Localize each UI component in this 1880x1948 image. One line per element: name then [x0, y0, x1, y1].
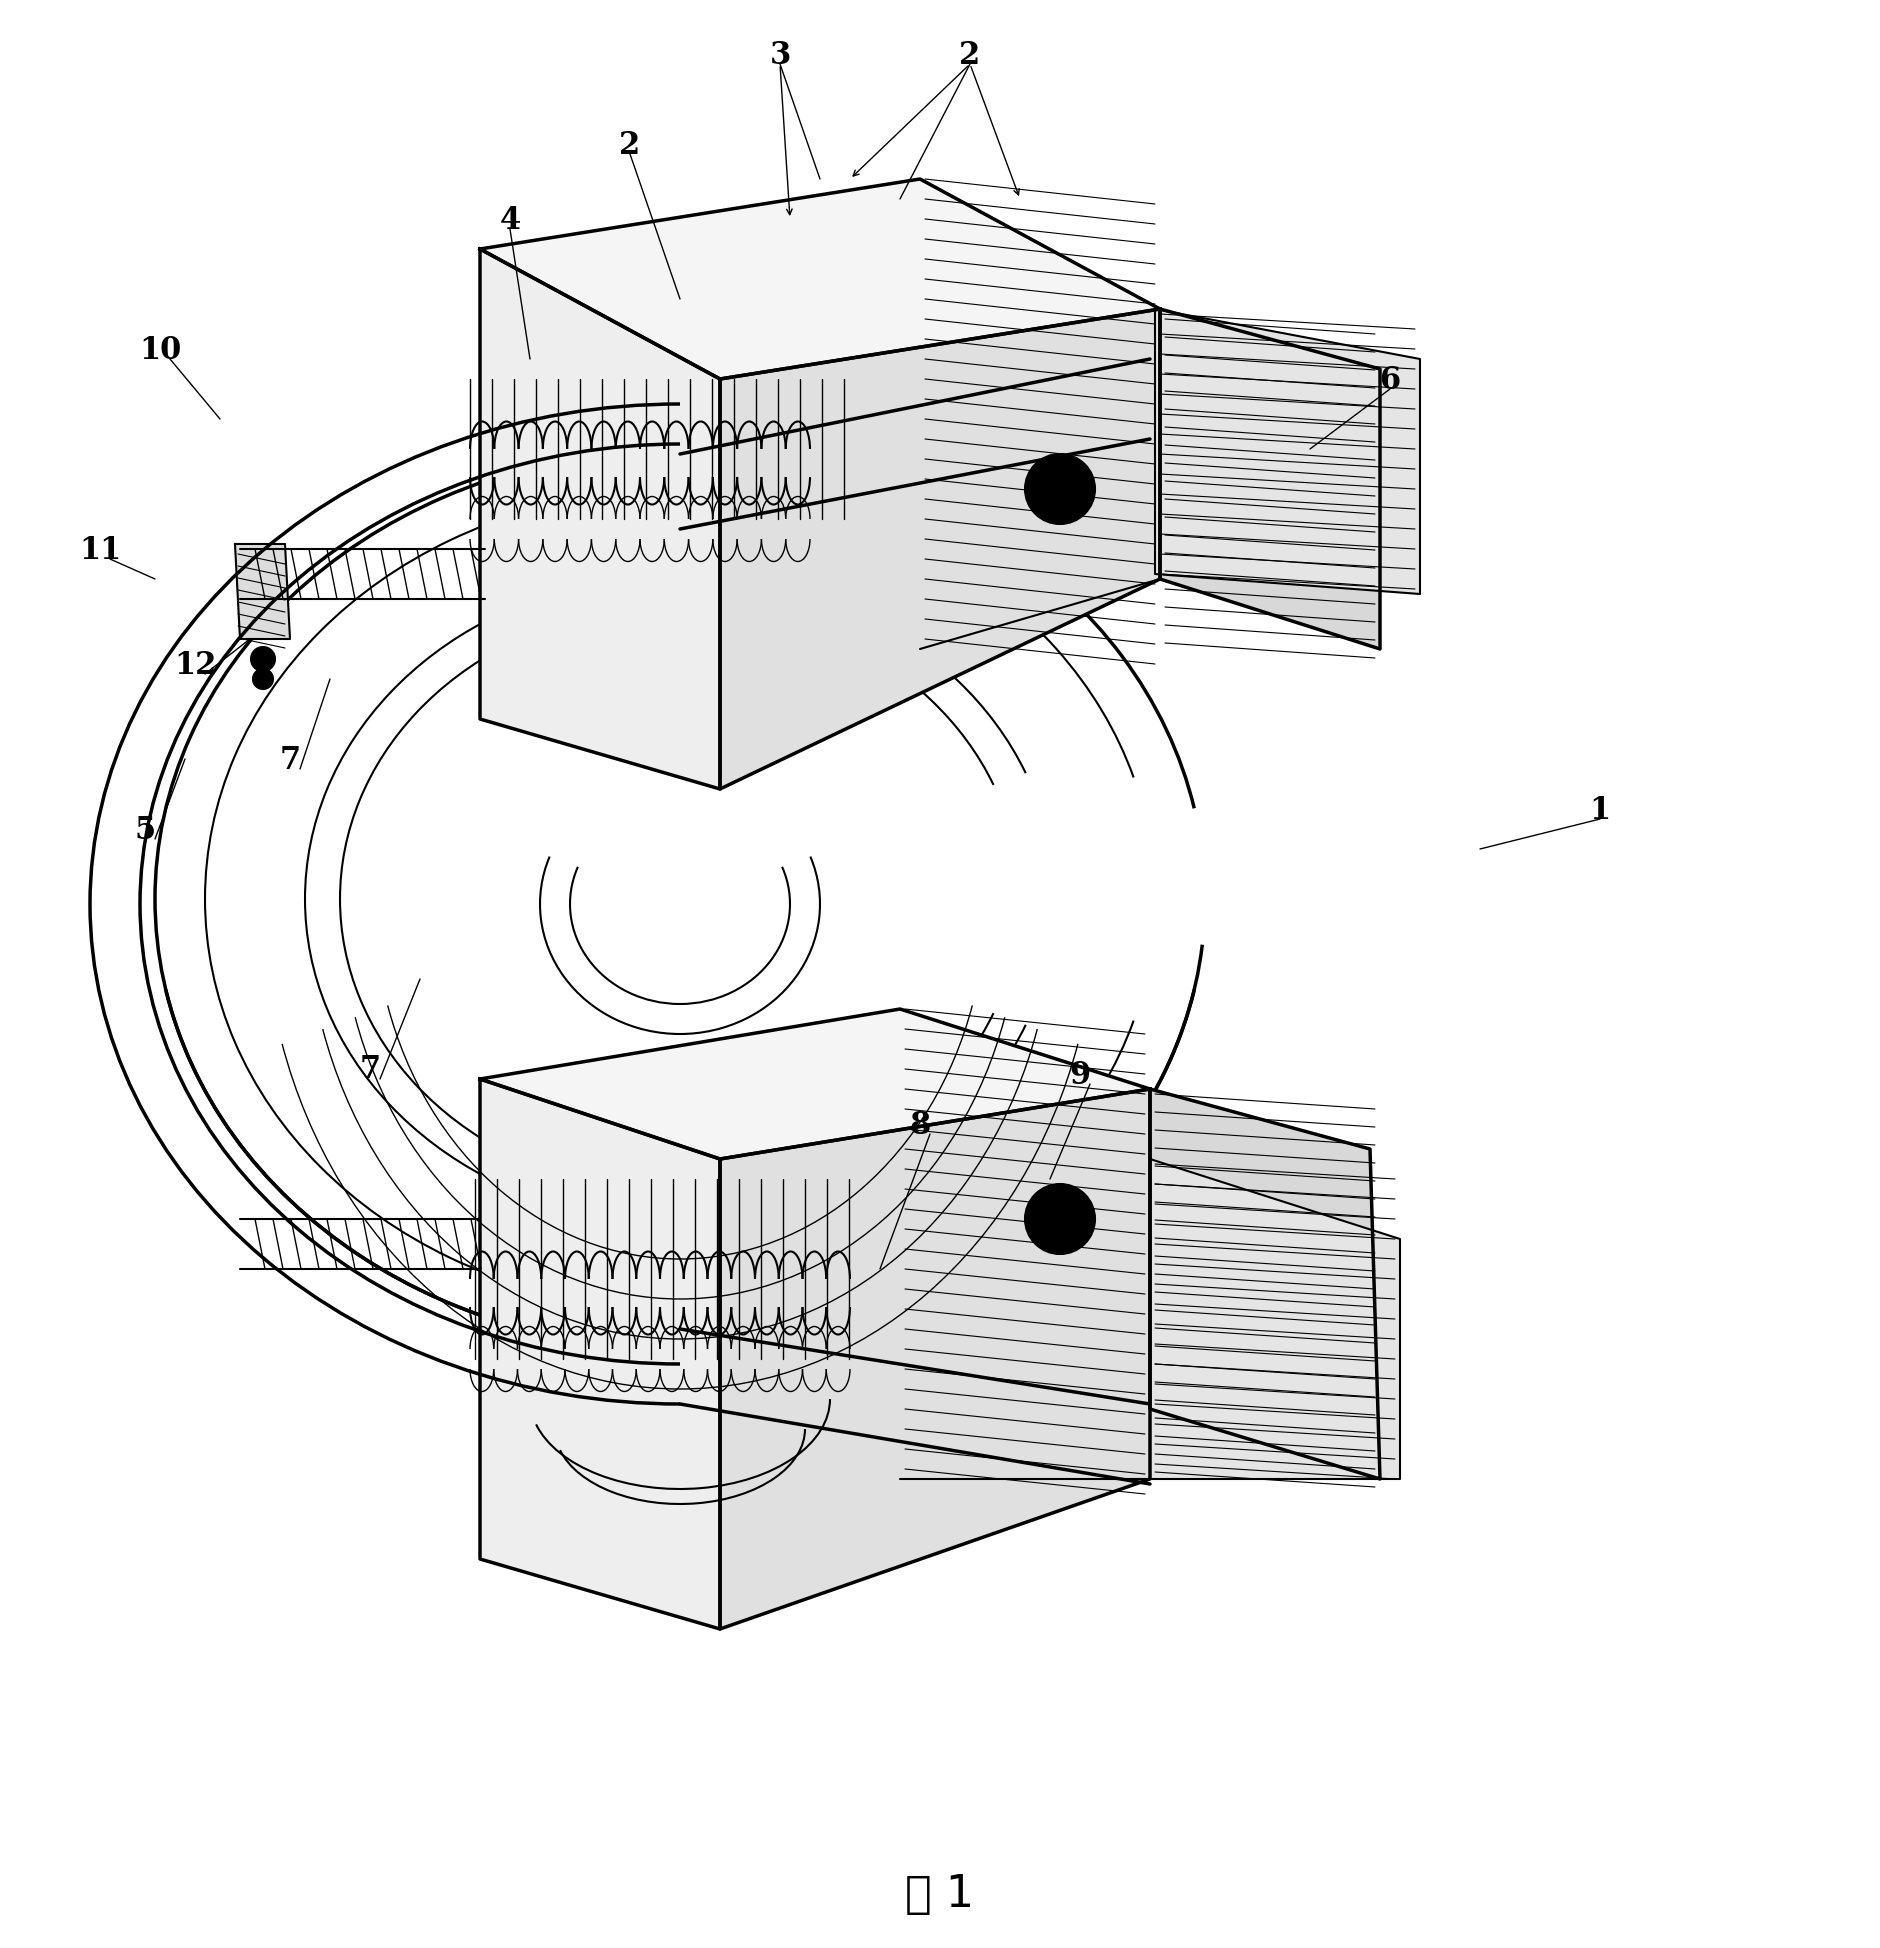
- Polygon shape: [1160, 310, 1380, 651]
- Text: 7: 7: [359, 1054, 380, 1085]
- Polygon shape: [1154, 310, 1419, 594]
- Polygon shape: [720, 310, 1160, 789]
- Text: 6: 6: [1380, 364, 1401, 395]
- Polygon shape: [479, 1079, 720, 1629]
- Text: 9: 9: [1070, 1060, 1090, 1091]
- Polygon shape: [479, 249, 720, 789]
- Polygon shape: [720, 1089, 1151, 1629]
- Text: 4: 4: [500, 205, 521, 236]
- Text: 3: 3: [769, 39, 791, 70]
- Text: 10: 10: [139, 335, 180, 366]
- Ellipse shape: [254, 670, 273, 690]
- Text: 8: 8: [910, 1108, 931, 1140]
- Text: 2: 2: [959, 39, 981, 70]
- Text: 5: 5: [135, 814, 156, 845]
- Ellipse shape: [1025, 1184, 1094, 1255]
- Polygon shape: [479, 1009, 1151, 1159]
- Ellipse shape: [1025, 454, 1094, 524]
- Text: 7: 7: [280, 744, 301, 775]
- Polygon shape: [1151, 1089, 1380, 1479]
- Text: 图 1: 图 1: [906, 1872, 974, 1915]
- Text: 1: 1: [1589, 795, 1611, 826]
- Ellipse shape: [252, 647, 274, 672]
- Polygon shape: [235, 545, 290, 639]
- Polygon shape: [479, 179, 1160, 380]
- Text: 2: 2: [619, 129, 641, 160]
- Polygon shape: [1151, 1159, 1401, 1479]
- Text: 12: 12: [173, 649, 216, 680]
- Text: 11: 11: [79, 534, 120, 565]
